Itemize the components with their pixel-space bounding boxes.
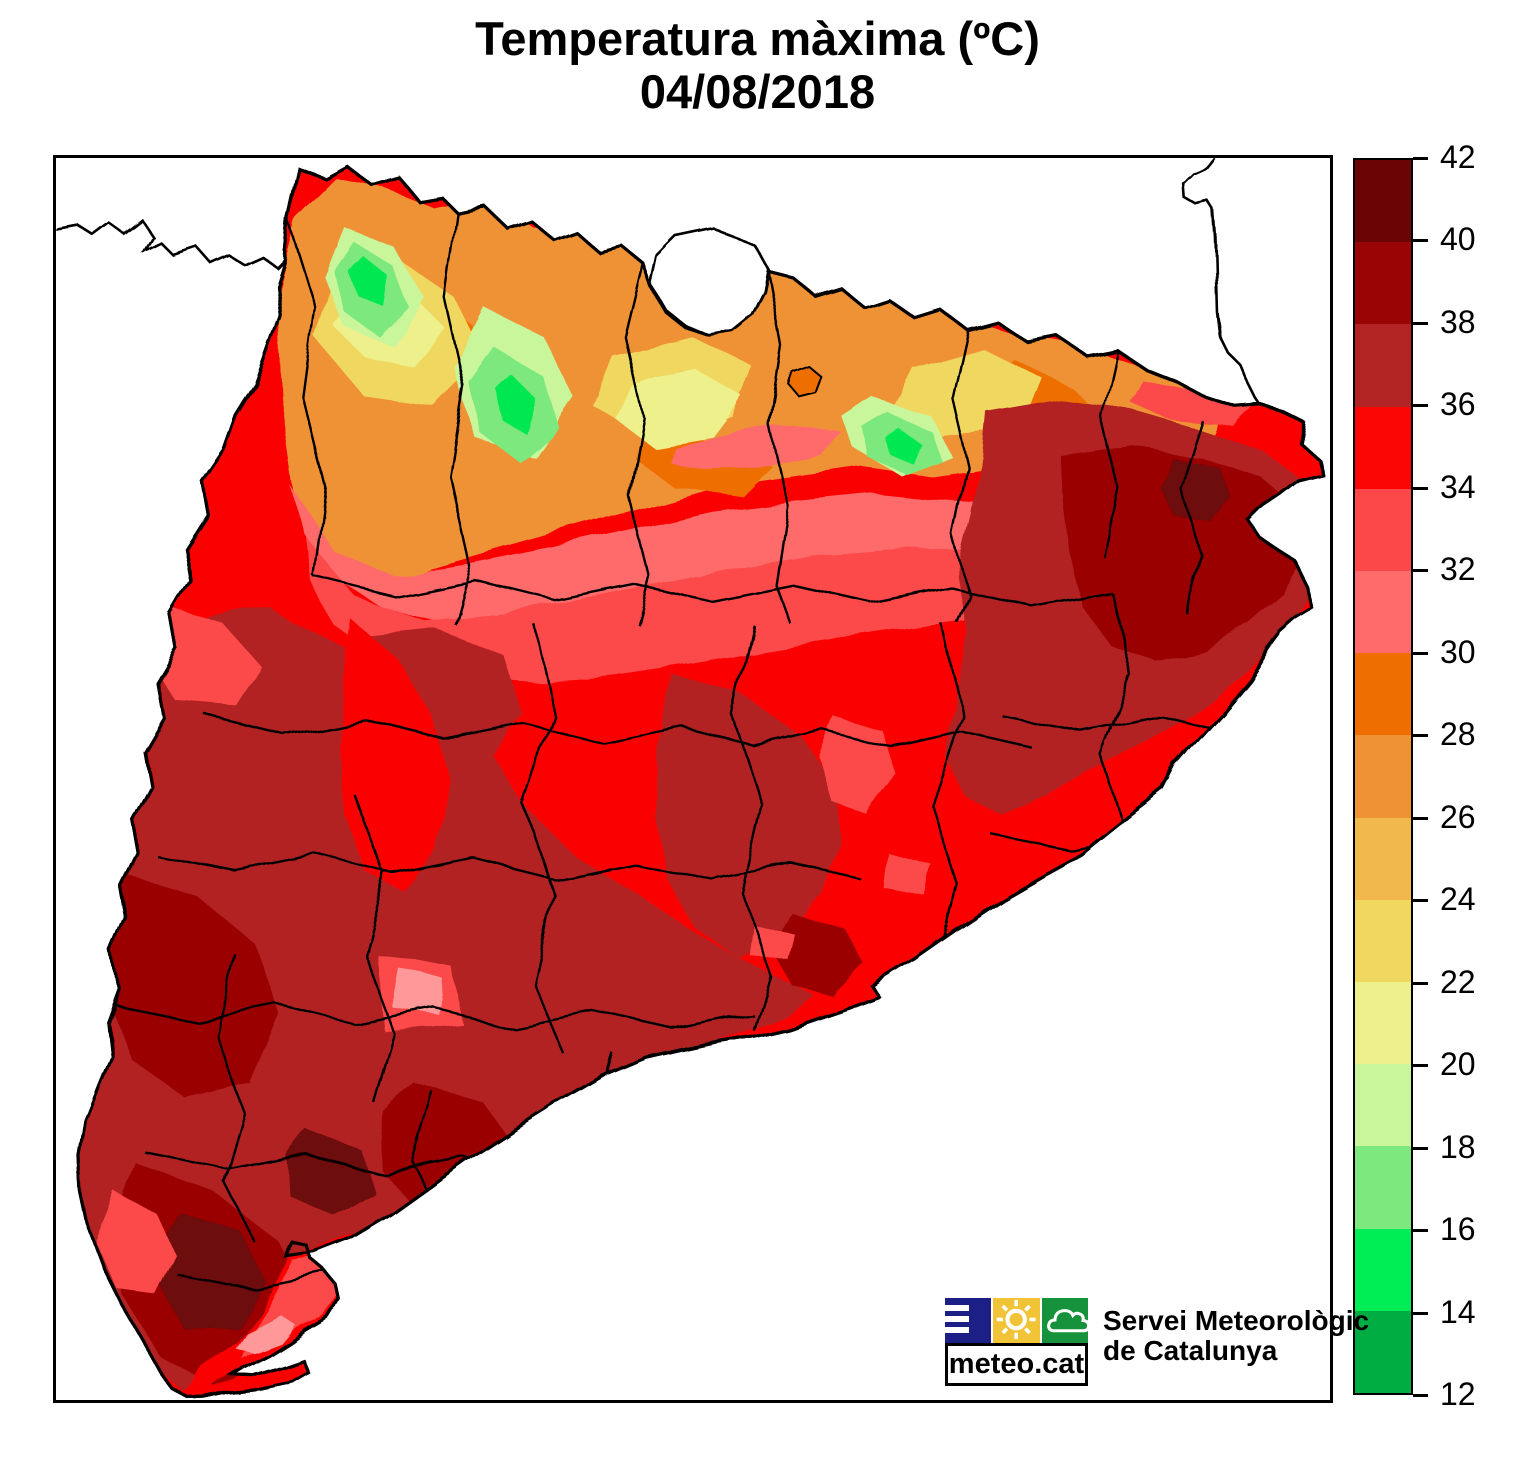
tick-line [1413,816,1428,820]
tick-line [1413,1063,1428,1067]
colorbar-segment [1355,735,1411,818]
tick-line [1413,1146,1428,1150]
meteocat-logo: meteo.cat [945,1298,1088,1386]
colorbar-segment [1355,1064,1411,1147]
tick-label: 18 [1440,1128,1476,1165]
tick-line [1413,238,1428,242]
tick-label: 42 [1440,138,1476,175]
map-frame [53,155,1333,1403]
sun-icon [993,1298,1040,1343]
colorbar-segment [1355,324,1411,407]
colorbar-segment [1355,1310,1411,1394]
colorbar-segment [1355,1228,1411,1311]
cloud-icon [1041,1298,1088,1343]
tick-label: 36 [1440,385,1476,422]
colorbar-segment [1355,1146,1411,1229]
tick-line [1413,321,1428,325]
tick-line [1413,898,1428,902]
france-aragon-border-line [56,217,284,268]
tick-line [1413,733,1428,737]
tick-label: 14 [1440,1293,1476,1330]
tick-label: 34 [1440,468,1476,505]
tick-label: 30 [1440,633,1476,670]
menu-bars-icon [945,1298,992,1343]
colorbar-segment [1355,982,1411,1065]
colorbar-segment [1355,653,1411,736]
tick-label: 38 [1440,303,1476,340]
catalonia-temperature-map [56,158,1324,1400]
tick-line [1413,981,1428,985]
tick-label: 22 [1440,963,1476,1000]
tick-label: 20 [1440,1045,1476,1082]
colorbar-segment [1355,488,1411,572]
logo-squares [945,1298,1088,1343]
tick-label: 26 [1440,798,1476,835]
tick-line [1413,403,1428,407]
colorbar-segment [1355,571,1411,654]
tick-label: 16 [1440,1210,1476,1247]
org-line2: de Catalunya [1103,1335,1278,1366]
tick-line [1413,651,1428,655]
title-line1: Temperatura màxima (ºC) [475,12,1040,65]
title-date: 04/08/2018 [639,65,876,118]
colorbar-gradient [1353,158,1413,1395]
tick-line [1413,486,1428,490]
organization-name: Servei Meteorològic de Catalunya [1103,1306,1369,1366]
colorbar-segment [1355,406,1411,489]
french-coastline [1182,158,1262,406]
tick-label: 12 [1440,1375,1476,1412]
llivia-enclave [787,364,822,397]
tick-label: 24 [1440,880,1476,917]
tick-label: 40 [1440,220,1476,257]
tick-label: 28 [1440,715,1476,752]
colorbar-segment [1355,817,1411,900]
tick-line [1413,1393,1428,1397]
page-title: Temperatura màxima (ºC) 04/08/2018 [0,12,1515,118]
colorbar-segment [1355,899,1411,983]
org-line1: Servei Meteorològic [1103,1305,1370,1336]
andorra-region [649,228,770,337]
colorbar-segment [1355,160,1411,243]
tick-label: 32 [1440,550,1476,587]
meteocat-wordmark: meteo.cat [945,1343,1088,1386]
colorbar-segment [1355,242,1411,325]
tick-line [1413,1228,1428,1232]
temperature-colorbar: 42 40 38 36 34 32 30 28 26 24 22 20 18 1… [1353,139,1503,1412]
tick-line [1413,568,1428,572]
tick-line [1413,156,1428,160]
tick-line [1413,1311,1428,1315]
